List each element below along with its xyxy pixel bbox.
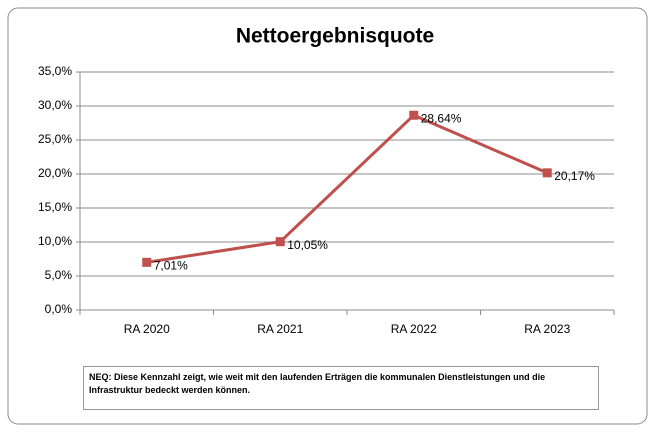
- data-label: 7,01%: [154, 259, 188, 273]
- marker: [409, 110, 419, 120]
- y-tick-label: 15,0%: [38, 200, 72, 214]
- data-label: 20,17%: [554, 169, 595, 183]
- x-tick-label: RA 2023: [524, 322, 570, 336]
- line: [146, 113, 548, 264]
- chart-title: Nettoergebnisquote: [236, 25, 434, 48]
- chart-frame: [7, 7, 648, 425]
- y-tick-label: 0,0%: [45, 302, 73, 316]
- marker: [142, 257, 152, 267]
- x-tick-label: RA 2020: [124, 322, 170, 336]
- y-tick-label: 20,0%: [38, 166, 72, 180]
- y-tick-label: 30,0%: [38, 98, 72, 112]
- y-tick-label: 35,0%: [38, 64, 72, 78]
- x-tick-label: RA 2022: [391, 322, 437, 336]
- footnote: NEQ: Diese Kennzahl zeigt, wie weit mit …: [83, 366, 599, 410]
- marker: [275, 237, 285, 247]
- y-tick-label: 5,0%: [45, 268, 73, 282]
- data-label: 28,64%: [421, 111, 462, 125]
- x-tick-label: RA 2021: [257, 322, 303, 336]
- data-label: 10,05%: [287, 238, 328, 252]
- marker: [542, 168, 552, 178]
- y-tick-label: 10,0%: [38, 234, 72, 248]
- y-tick-label: 25,0%: [38, 132, 72, 146]
